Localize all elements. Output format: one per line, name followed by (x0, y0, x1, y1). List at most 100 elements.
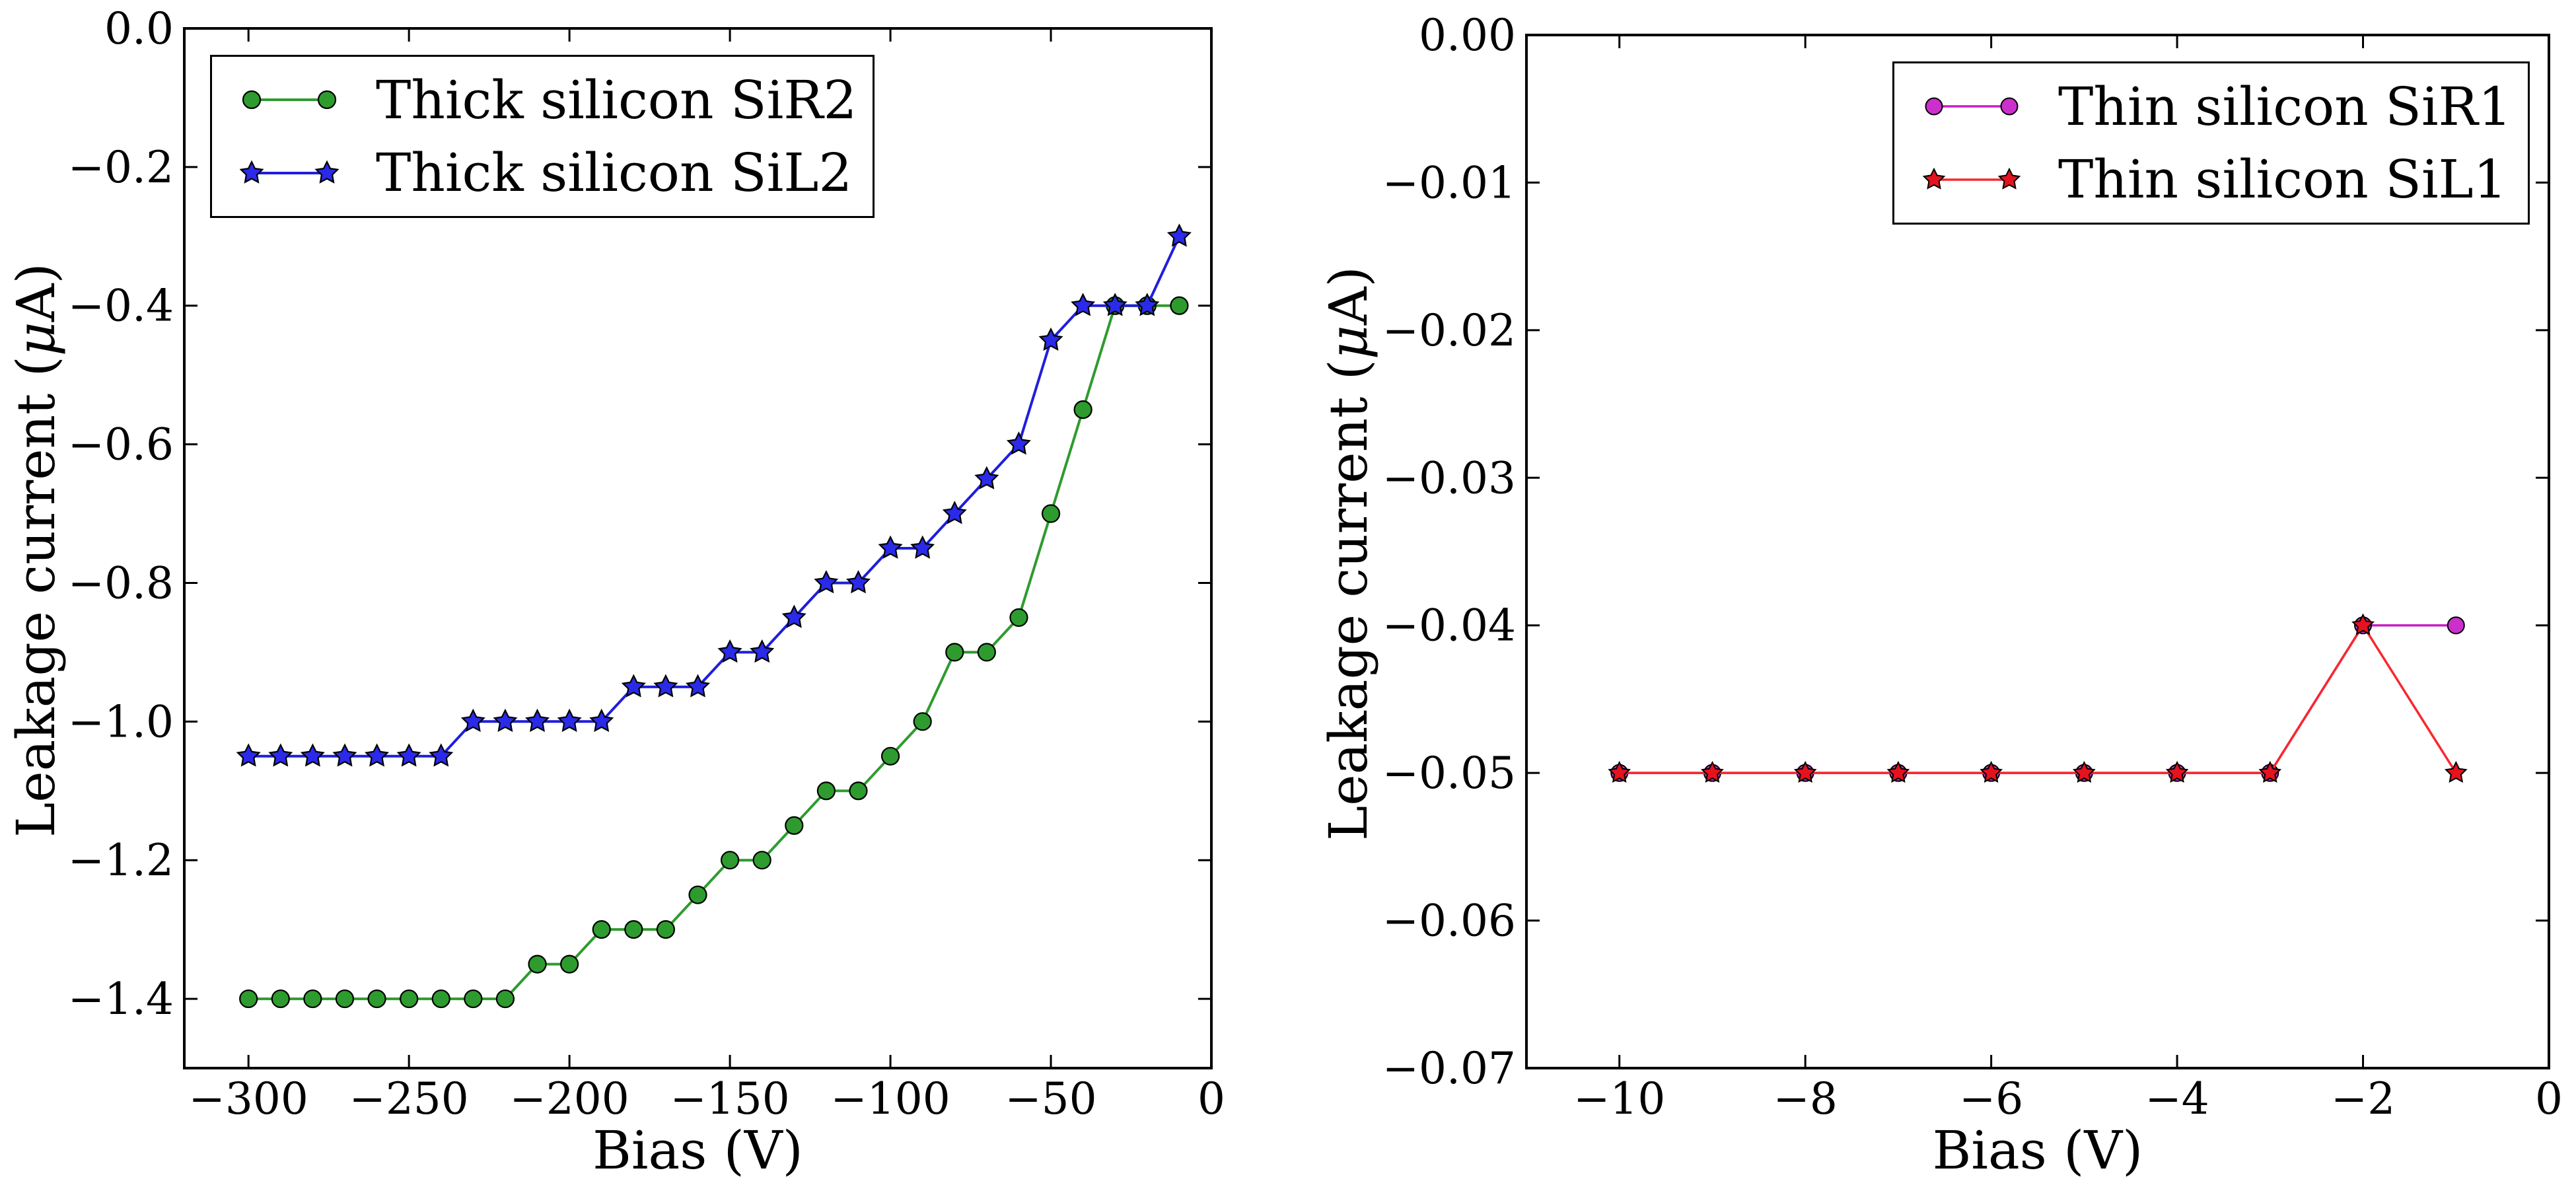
data-point-marker (271, 989, 290, 1009)
data-point-marker (1038, 327, 1063, 351)
x-tick-label: −50 (1005, 1073, 1096, 1124)
x-tick-label: −8 (1773, 1073, 1838, 1124)
data-point-marker (752, 851, 771, 870)
y-tick-label: −0.01 (1382, 157, 1516, 208)
data-point-marker (460, 708, 485, 733)
legend-item-sil1: Thin silicon SiL1 (1922, 149, 2521, 210)
data-point-marker (624, 920, 643, 939)
data-point-marker (1997, 167, 2021, 190)
data-point-marker (913, 712, 932, 731)
data-point-marker (429, 743, 454, 767)
data-point-marker (396, 743, 421, 767)
data-point-marker (816, 781, 836, 801)
data-point-marker (849, 781, 868, 801)
y-axis-label-left: Leakage current (μA) (5, 22, 67, 1079)
y-tick-label: −0.03 (1382, 452, 1516, 503)
y-tick-label: 0.00 (1419, 10, 1516, 61)
data-point-marker (367, 989, 386, 1009)
data-point-marker (431, 989, 450, 1009)
x-axis-label-right: Bias (V) (1932, 1120, 2143, 1181)
data-point-marker (750, 639, 775, 663)
data-point-marker (977, 643, 996, 662)
data-point-marker (974, 466, 999, 489)
data-point-marker (945, 643, 964, 662)
data-point-marker (656, 920, 676, 939)
legend-swatch-sir1 (1925, 97, 2019, 116)
thick-silicon-plot: −300 −250 −200 −150 −100 −50 0 0.0 −0.2 −0.4 −0.6 −… (68, 3, 1225, 1124)
series-line (248, 304, 1180, 1001)
data-point-marker (781, 604, 806, 628)
series-line (248, 235, 1181, 758)
data-point-marker (1102, 293, 1127, 316)
data-point-marker (1166, 223, 1192, 247)
y-tick-label: −0.04 (1382, 600, 1516, 651)
data-point-marker (2072, 760, 2096, 783)
legend-item-sir2: Thick silicon SiR2 (240, 69, 866, 131)
data-point-marker (1925, 97, 1943, 116)
legend-swatch-sil2 (240, 160, 339, 184)
legend-swatch-sir2 (242, 90, 337, 110)
data-point-marker (942, 500, 967, 524)
y-tick-label: −0.05 (1382, 748, 1516, 799)
data-point-marker (314, 160, 339, 184)
data-point-marker (592, 920, 611, 939)
series-thick-silicon-sir2 (239, 296, 1189, 1009)
y-tick-label: −1.4 (68, 974, 174, 1025)
series-line (1619, 624, 2457, 774)
thin-silicon-plot: −10 −8 −6 −4 −2 0 0.00 −0.01 −0.02 −0.03 −0.04 −0.0… (1382, 10, 2563, 1124)
data-point-marker (525, 708, 550, 733)
data-point-marker (303, 989, 322, 1009)
ylabel-text: Leakage current ( (5, 356, 67, 838)
data-point-marker (1608, 760, 1631, 783)
data-point-marker (2258, 760, 2282, 783)
data-point-marker (1922, 167, 1946, 190)
x-tick-label: −2 (2331, 1073, 2395, 1124)
data-point-marker (242, 90, 262, 110)
legend-item-sil2: Thick silicon SiL2 (240, 142, 866, 203)
y-tick-label: −1.0 (68, 696, 174, 747)
series-thin-silicon-sir1 (1610, 616, 2465, 782)
data-point-marker (365, 743, 390, 767)
data-point-marker (2444, 760, 2468, 783)
data-point-marker (1886, 760, 1910, 783)
x-tick-label: 0 (1198, 1073, 1225, 1124)
x-tick-label: −250 (349, 1073, 469, 1124)
data-point-marker (1793, 760, 1817, 783)
series-thick-silicon-sil2 (236, 223, 1192, 767)
data-point-marker (464, 989, 483, 1009)
legend-label-sir1: Thin silicon SiR1 (2058, 75, 2512, 137)
legend-label-sil1: Thin silicon SiL1 (2058, 149, 2507, 211)
x-tick-label: −4 (2145, 1073, 2209, 1124)
data-point-marker (236, 743, 261, 767)
data-point-marker (1041, 504, 1061, 523)
plot-spines (183, 27, 1213, 1069)
data-point-marker (717, 639, 742, 663)
data-point-marker (880, 746, 900, 766)
data-point-marker (1980, 760, 2003, 783)
data-point-marker (814, 570, 839, 594)
x-tick-label: 0 (2535, 1073, 2563, 1124)
data-point-marker (2000, 97, 2019, 116)
data-point-marker (1170, 296, 1189, 315)
data-point-marker (557, 708, 582, 733)
mu-symbol: μ (1318, 325, 1379, 360)
y-axis-label-right: Leakage current (μA) (1318, 25, 1379, 1082)
x-tick-label: −300 (189, 1073, 308, 1124)
data-point-marker (589, 708, 614, 733)
x-tick-label: −6 (1959, 1073, 2023, 1124)
legend-thin-silicon: Thin silicon SiR1 Thin silicon SiL1 (1892, 61, 2530, 225)
mu-symbol: μ (5, 322, 67, 357)
data-point-marker (621, 674, 646, 698)
data-point-marker (528, 955, 547, 974)
y-tick-label: −1.2 (68, 835, 174, 886)
y-tick-label: −0.06 (1382, 896, 1516, 947)
data-point-marker (335, 989, 355, 1009)
data-point-marker (688, 885, 707, 904)
legend-item-sir1: Thin silicon SiR1 (1922, 76, 2521, 137)
x-tick-label: −10 (1573, 1073, 1665, 1124)
data-point-marker (1009, 608, 1028, 628)
plot-spines (1525, 34, 2550, 1069)
data-point-marker (268, 743, 293, 767)
x-axis-label-left: Bias (V) (592, 1120, 803, 1181)
